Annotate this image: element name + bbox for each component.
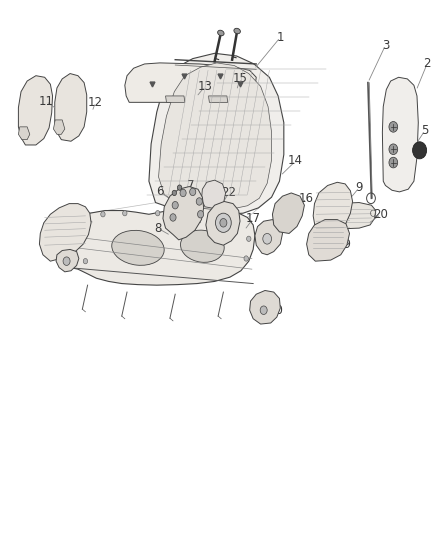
Text: 9: 9: [77, 206, 85, 219]
Polygon shape: [382, 77, 418, 192]
Polygon shape: [163, 187, 204, 240]
Text: 2: 2: [423, 58, 431, 70]
Polygon shape: [18, 76, 53, 145]
Polygon shape: [65, 208, 255, 285]
Circle shape: [198, 211, 204, 218]
Polygon shape: [206, 201, 240, 245]
Polygon shape: [201, 180, 226, 209]
Text: 9: 9: [355, 181, 363, 194]
Circle shape: [196, 198, 202, 205]
Text: 17: 17: [246, 212, 261, 225]
Circle shape: [215, 213, 231, 232]
Polygon shape: [125, 63, 256, 102]
Polygon shape: [53, 120, 65, 134]
Circle shape: [172, 190, 177, 196]
Polygon shape: [208, 96, 228, 102]
Polygon shape: [39, 204, 91, 261]
Text: 18: 18: [268, 229, 283, 242]
Text: 14: 14: [288, 155, 303, 167]
Circle shape: [74, 224, 79, 229]
Ellipse shape: [218, 30, 224, 36]
Circle shape: [389, 122, 398, 132]
Circle shape: [244, 256, 248, 261]
Polygon shape: [326, 203, 376, 229]
Text: 15: 15: [233, 72, 247, 85]
Circle shape: [83, 259, 88, 264]
Text: 11: 11: [39, 95, 53, 108]
Circle shape: [413, 142, 427, 159]
Circle shape: [180, 189, 186, 197]
Text: 19: 19: [336, 238, 351, 251]
Circle shape: [195, 212, 199, 217]
Polygon shape: [307, 220, 350, 261]
Circle shape: [177, 185, 182, 190]
Polygon shape: [272, 193, 304, 233]
Ellipse shape: [112, 230, 164, 265]
Circle shape: [123, 211, 127, 216]
Circle shape: [170, 214, 176, 221]
Text: 24: 24: [187, 209, 202, 222]
Text: 6: 6: [156, 185, 164, 198]
Circle shape: [172, 201, 178, 209]
Text: 13: 13: [198, 80, 212, 93]
Polygon shape: [55, 74, 87, 141]
Circle shape: [190, 188, 196, 196]
Text: 3: 3: [382, 39, 389, 52]
Polygon shape: [255, 220, 283, 255]
Circle shape: [101, 212, 105, 217]
Text: 10: 10: [268, 304, 283, 317]
Polygon shape: [313, 182, 353, 239]
Text: 10: 10: [54, 236, 69, 249]
Polygon shape: [18, 127, 30, 140]
Circle shape: [247, 236, 251, 241]
Ellipse shape: [234, 28, 240, 34]
Text: 8: 8: [154, 222, 161, 235]
Polygon shape: [250, 290, 280, 324]
Polygon shape: [159, 63, 272, 209]
Text: 20: 20: [374, 208, 389, 221]
Text: 16: 16: [299, 192, 314, 205]
Circle shape: [260, 306, 267, 314]
Polygon shape: [166, 96, 185, 102]
Circle shape: [263, 233, 272, 244]
Circle shape: [389, 144, 398, 155]
Circle shape: [155, 211, 160, 216]
Text: 12: 12: [88, 96, 103, 109]
Polygon shape: [56, 249, 79, 272]
Ellipse shape: [180, 230, 224, 262]
Text: 1: 1: [276, 31, 284, 44]
Text: 7: 7: [187, 179, 194, 192]
Circle shape: [389, 157, 398, 168]
Polygon shape: [149, 53, 284, 214]
Circle shape: [230, 219, 234, 224]
Circle shape: [63, 257, 70, 265]
Circle shape: [220, 219, 227, 227]
Text: 5: 5: [421, 124, 428, 137]
Text: 22: 22: [221, 187, 236, 199]
